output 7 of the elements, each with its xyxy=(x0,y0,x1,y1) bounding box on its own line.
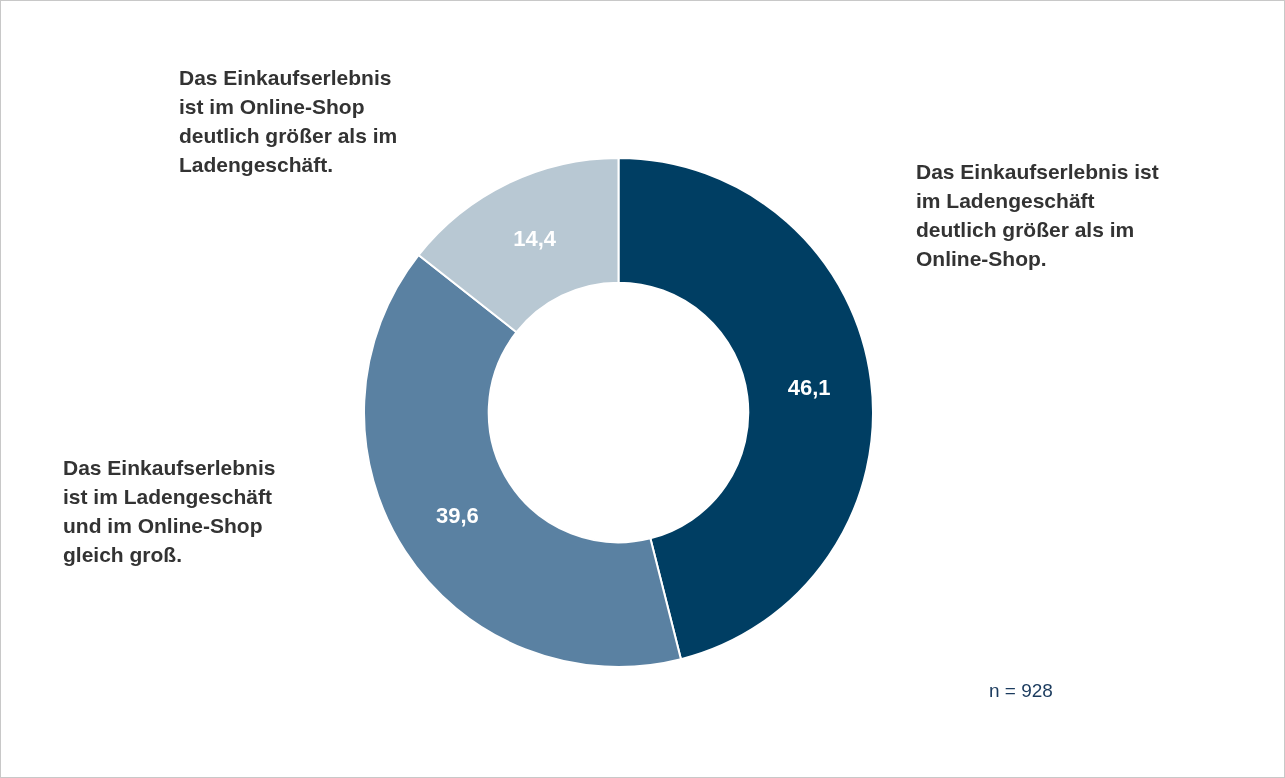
slice-label: Das Einkaufserlebnis ist im Ladengeschäft und im Online-Shop gleich groß. xyxy=(63,455,277,568)
text: n = 928 xyxy=(989,679,1053,703)
slice-label: Das Einkaufserlebnis ist im Ladengeschäft deutlich größer als im Online-Shop. xyxy=(916,159,1160,272)
slice-label: Das Einkaufserlebnis ist im Online-Shop deutlich größer als im Ladengeschäft. xyxy=(179,65,399,178)
data-label: 14,4 xyxy=(513,225,557,251)
data-label: 46,1 xyxy=(787,374,831,400)
data-label: 39,6 xyxy=(435,503,479,529)
